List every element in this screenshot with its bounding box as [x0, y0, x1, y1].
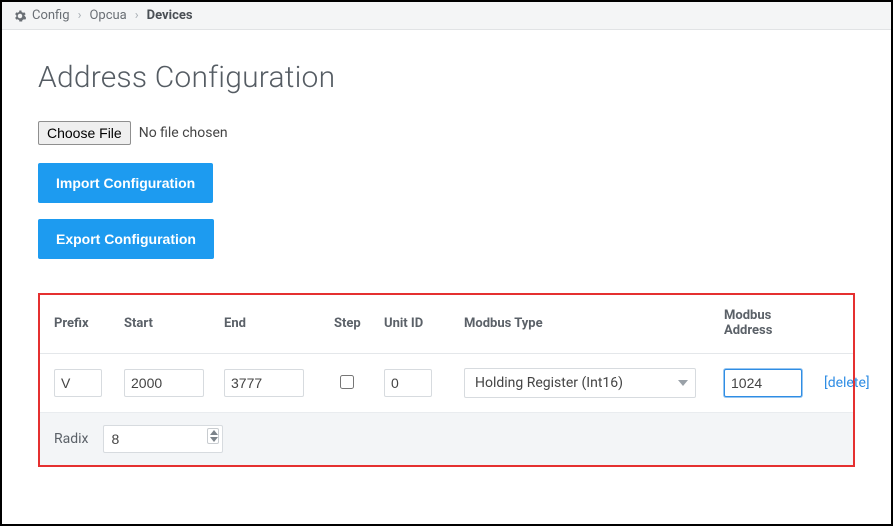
import-configuration-button[interactable]: Import Configuration	[38, 163, 213, 203]
page-title: Address Configuration	[38, 60, 855, 95]
app-frame: Config › Opcua › Devices Address Configu…	[0, 0, 893, 526]
col-header-modbus-address: Modbus Address	[724, 309, 824, 339]
modbus-type-select[interactable]: Holding Register (Int16)	[464, 368, 696, 398]
chevron-right-icon: ›	[78, 8, 82, 23]
spinner-down-icon[interactable]	[210, 437, 218, 442]
col-header-unit-id: Unit ID	[384, 316, 464, 331]
col-header-modbus-type: Modbus Type	[464, 316, 724, 331]
breadcrumb-item-config[interactable]: Config	[32, 8, 70, 23]
modbus-address-input[interactable]	[724, 369, 802, 397]
prefix-input[interactable]	[54, 369, 102, 397]
export-configuration-button[interactable]: Export Configuration	[38, 219, 214, 259]
file-picker: Choose File No file chosen	[38, 121, 855, 145]
radix-label: Radix	[54, 431, 89, 447]
table-header-row: Prefix Start End Step Unit ID Modbus Typ…	[40, 295, 853, 354]
breadcrumb-item-opcua[interactable]: Opcua	[89, 8, 126, 23]
col-header-modbus-address-l2: Address	[724, 323, 772, 338]
col-header-step: Step	[334, 316, 384, 331]
col-header-prefix: Prefix	[54, 316, 124, 331]
table-row: Holding Register (Int16) [delete]	[40, 354, 853, 412]
page-content: Address Configuration Choose File No fil…	[2, 30, 891, 477]
col-header-modbus-address-l1: Modbus	[724, 308, 771, 323]
end-input[interactable]	[224, 369, 304, 397]
delete-link[interactable]: [delete]	[824, 375, 893, 391]
step-checkbox[interactable]	[340, 375, 354, 389]
address-table-highlight: Prefix Start End Step Unit ID Modbus Typ…	[38, 293, 855, 467]
col-header-start: Start	[124, 316, 224, 331]
radix-stepper	[103, 425, 223, 453]
radix-input[interactable]	[103, 425, 223, 453]
col-header-end: End	[224, 316, 334, 331]
breadcrumb: Config › Opcua › Devices	[2, 2, 891, 30]
spinner-up-icon[interactable]	[210, 430, 218, 435]
modbus-type-value[interactable]: Holding Register (Int16)	[464, 368, 696, 398]
chevron-right-icon: ›	[135, 8, 139, 23]
file-status-text: No file chosen	[139, 125, 228, 141]
radix-spinner	[207, 428, 219, 444]
start-input[interactable]	[124, 369, 204, 397]
gear-icon	[14, 10, 26, 22]
breadcrumb-item-devices: Devices	[147, 8, 193, 23]
unit-id-input[interactable]	[384, 369, 432, 397]
radix-row: Radix	[40, 412, 853, 465]
choose-file-button[interactable]: Choose File	[38, 121, 131, 145]
